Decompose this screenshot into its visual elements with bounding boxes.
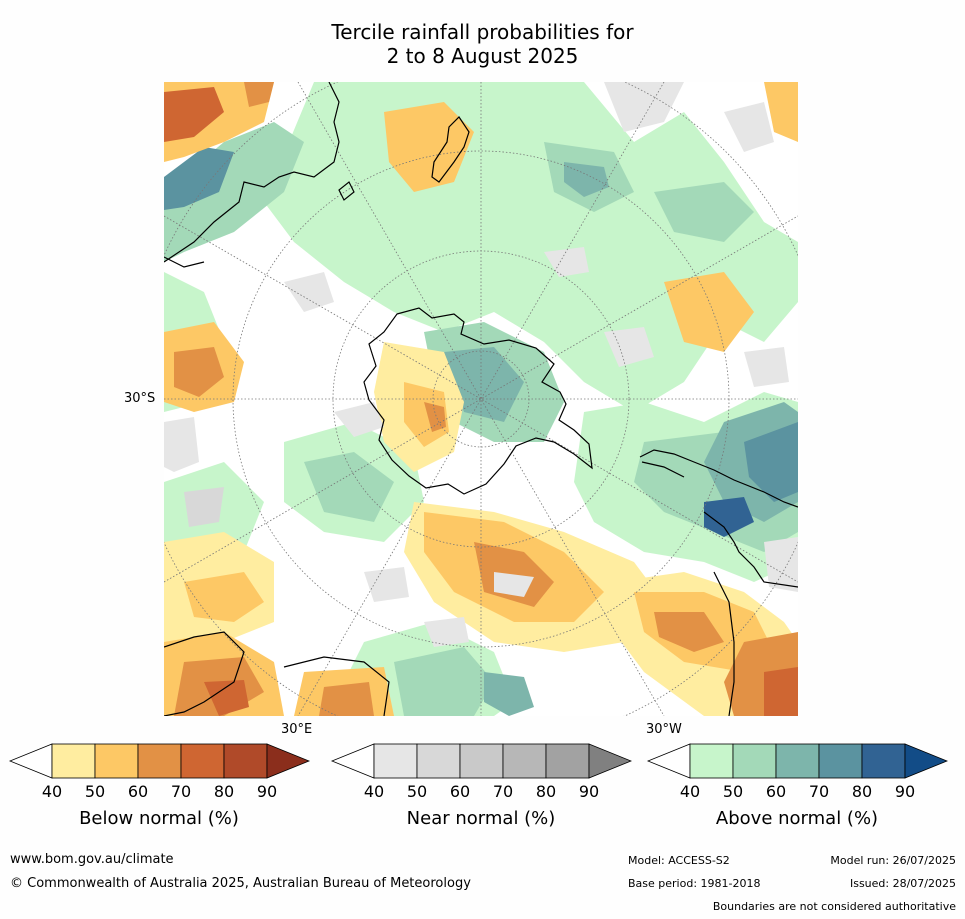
lat-label-30s: 30°S: [124, 391, 156, 406]
colorbar-segment: [732, 743, 777, 779]
new-zealand-coastline: [431, 116, 470, 183]
colorbar-title-below: Below normal (%): [79, 808, 239, 829]
tick-label: 90: [578, 782, 600, 801]
tick-label: 80: [213, 782, 235, 801]
colorbar-extend-low: [8, 743, 53, 779]
website-link[interactable]: www.bom.gov.au/climate: [10, 852, 174, 867]
tick-label: 50: [84, 782, 106, 801]
colorbar-segment: [51, 743, 96, 779]
colorbar-segment: [545, 743, 590, 779]
antarctica-coastline: [363, 307, 593, 495]
africa-coastline: [164, 631, 245, 716]
colorbar-segment: [818, 743, 863, 779]
colorbar-title-near: Near normal (%): [406, 808, 556, 829]
tick-label: 70: [170, 782, 192, 801]
tick-label: 60: [765, 782, 787, 801]
near-normal-regions: [164, 82, 798, 647]
colorbar-title-above: Above normal (%): [715, 808, 879, 829]
coastlines: [164, 82, 798, 716]
colorbar-segment: [689, 743, 734, 779]
colorbar-extend-low: [646, 743, 691, 779]
polar-rainfall-map: [164, 82, 798, 716]
colorbar-extend-high: [588, 743, 632, 779]
base-period: Base period: 1981-2018: [628, 877, 761, 890]
colorbar-below-normal: [8, 742, 310, 780]
title-line-2: 2 to 8 August 2025: [386, 44, 579, 68]
tick-label: 70: [808, 782, 830, 801]
colorbar-extend-low: [330, 743, 375, 779]
tick-label: 50: [406, 782, 428, 801]
tick-label: 90: [256, 782, 278, 801]
colorbar-segment: [502, 743, 547, 779]
colorbar-segment: [137, 743, 182, 779]
model-name: Model: ACCESS-S2: [628, 854, 730, 867]
south-america-coastline: [639, 449, 798, 508]
colorbar-segment: [223, 743, 268, 779]
colorbar-segment: [373, 743, 418, 779]
colorbar-segment: [180, 743, 225, 779]
colorbar-segment: [459, 743, 504, 779]
colorbar-extend-high: [266, 743, 310, 779]
tick-label: 40: [363, 782, 385, 801]
colorbar-above-normal: [646, 742, 948, 780]
tick-label: 50: [722, 782, 744, 801]
tick-label: 60: [127, 782, 149, 801]
issued-date: Issued: 28/07/2025: [849, 877, 956, 890]
tick-label: 80: [535, 782, 557, 801]
title-line-1: Tercile rainfall probabilities for: [331, 20, 634, 44]
tick-label: 80: [851, 782, 873, 801]
colorbar-near-normal: [330, 742, 632, 780]
australia-coastline: [164, 82, 340, 263]
lon-label-30w: 30°W: [646, 722, 682, 737]
tick-label: 70: [492, 782, 514, 801]
colorbar-extend-high: [904, 743, 948, 779]
model-run-date: Model run: 26/07/2025: [830, 854, 956, 867]
tick-label: 60: [449, 782, 471, 801]
map-title: Tercile rainfall probabilities for 2 to …: [0, 20, 965, 68]
lon-label-30e: 30°E: [281, 722, 313, 737]
tick-label: 40: [679, 782, 701, 801]
polar-grid: [164, 82, 798, 716]
below-normal-regions: [164, 82, 798, 716]
colorbar-segment: [94, 743, 139, 779]
tick-label: 90: [894, 782, 916, 801]
colorbar-segment: [416, 743, 461, 779]
tick-label: 40: [41, 782, 63, 801]
colorbar-segment: [861, 743, 906, 779]
boundary-disclaimer: Boundaries are not considered authoritat…: [712, 900, 956, 913]
colorbar-segment: [775, 743, 820, 779]
copyright-text: © Commonwealth of Australia 2025, Austra…: [10, 876, 471, 891]
